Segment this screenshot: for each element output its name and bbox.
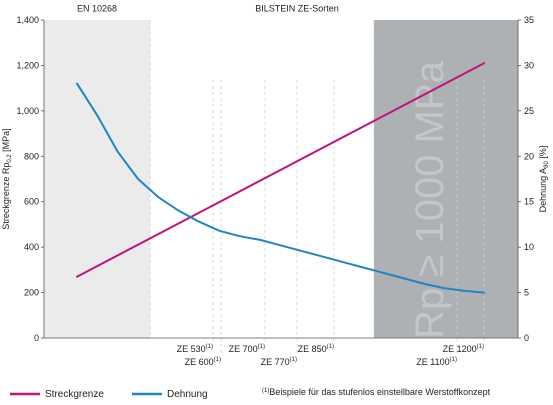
series-line-streckgrenze	[76, 62, 485, 278]
y-right-tick-label: 15	[524, 197, 534, 207]
x-grade-label: ZE 600(1)	[185, 357, 221, 367]
y-left-tick-label: 1,400	[16, 15, 39, 25]
x-grade-label: ZE 700(1)	[229, 344, 265, 354]
y-axis-right-label: Dehnung A80 [%]	[538, 146, 550, 213]
y-right-tick-label: 20	[524, 151, 534, 161]
region-en10268	[44, 20, 150, 338]
y-right-tick-label: 10	[524, 242, 534, 252]
y-right-tick-label: 35	[524, 15, 534, 25]
y-left-tick-label: 1,000	[16, 106, 39, 116]
y-right-tick-label: 30	[524, 60, 534, 70]
y-right-tick-label: 0	[524, 333, 529, 343]
y-left-tick-label: 400	[24, 242, 39, 252]
y-left-tick-label: 0	[34, 333, 39, 343]
header-en10268: EN 10268	[77, 3, 117, 13]
y-left-tick-label: 800	[24, 151, 39, 161]
footnote: (1)Beispiele für das stufenlos einstellb…	[262, 387, 491, 397]
y-left-tick-label: 200	[24, 288, 39, 298]
y-right-tick-label: 5	[524, 288, 529, 298]
x-grade-label: ZE 850(1)	[298, 344, 334, 354]
x-grade-label: ZE 770(1)	[261, 357, 297, 367]
y-axis-left-label: Streckgrenze Rp0,2 [MPa]	[1, 128, 13, 229]
x-grade-label: ZE 1200(1)	[443, 344, 484, 354]
region-high-strength	[374, 20, 518, 338]
x-grade-label: ZE 530(1)	[177, 344, 213, 354]
legend-label-streckgrenze: Streckgrenze	[45, 389, 104, 400]
x-grade-label: ZE 1100(1)	[416, 357, 457, 367]
legend-label-dehnung: Dehnung	[167, 389, 208, 400]
region-watermark: Rp ≥ 1000 MPa	[408, 60, 452, 338]
y-left-tick-label: 600	[24, 197, 39, 207]
header-bilstein: BILSTEIN ZE-Sorten	[255, 3, 339, 13]
y-right-tick-label: 25	[524, 106, 534, 116]
series-line-dehnung	[76, 82, 485, 294]
y-left-tick-label: 1,200	[16, 60, 39, 70]
